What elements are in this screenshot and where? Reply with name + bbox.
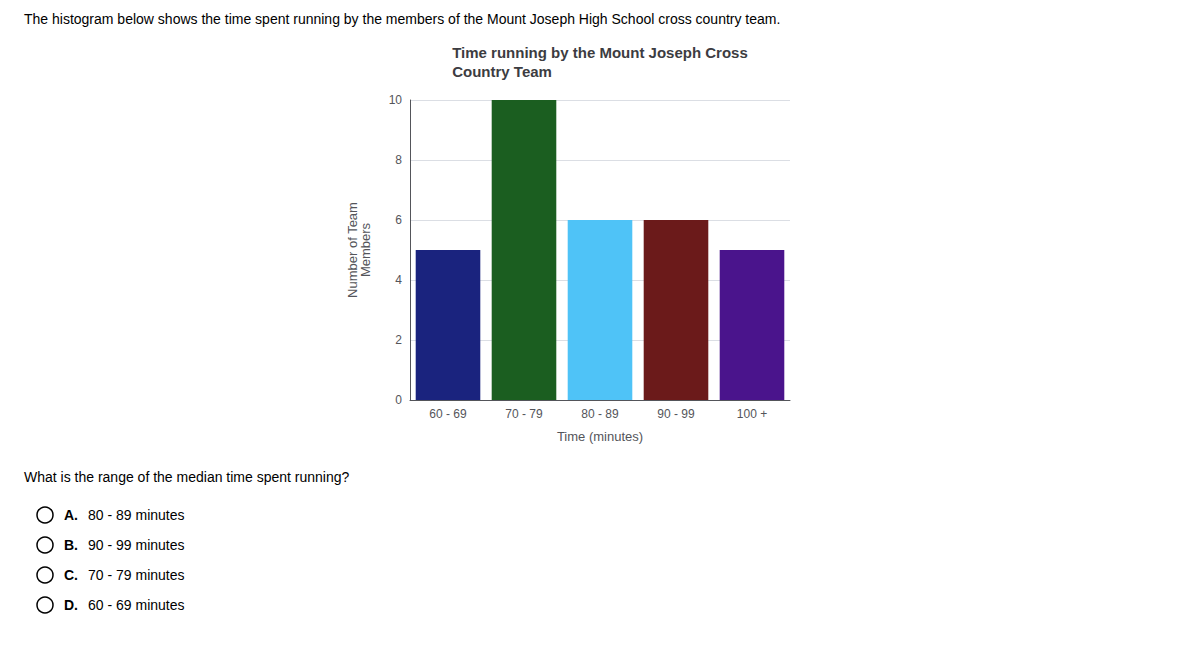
svg-text:100 +: 100 + (737, 407, 767, 421)
svg-text:What is the range of the media: What is the range of the median time spe… (24, 469, 350, 485)
svg-text:Members: Members (358, 222, 373, 277)
svg-text:The histogram below shows the: The histogram below shows the time spent… (24, 11, 780, 27)
svg-text:80 - 89 minutes: 80 - 89 minutes (88, 507, 185, 523)
svg-text:60 - 69 minutes: 60 - 69 minutes (88, 597, 185, 613)
svg-text:2: 2 (395, 333, 402, 347)
svg-text:8: 8 (395, 153, 402, 167)
svg-text:Number of Team: Number of Team (345, 202, 360, 298)
svg-text:A.: A. (64, 507, 78, 523)
svg-text:60 - 69: 60 - 69 (429, 407, 467, 421)
svg-text:80 - 89: 80 - 89 (581, 407, 619, 421)
svg-text:70 - 79: 70 - 79 (505, 407, 543, 421)
svg-text:4: 4 (395, 273, 402, 287)
svg-text:70 - 79 minutes: 70 - 79 minutes (88, 567, 185, 583)
svg-text:0: 0 (395, 393, 402, 407)
svg-text:C.: C. (64, 567, 78, 583)
svg-text:10: 10 (389, 93, 403, 107)
svg-text:D.: D. (64, 597, 78, 613)
svg-text:Time (minutes): Time (minutes) (557, 429, 643, 444)
svg-text:Time running by the Mount Jose: Time running by the Mount Joseph Cross (452, 44, 748, 61)
svg-text:Country Team: Country Team (452, 63, 552, 80)
svg-text:B.: B. (64, 537, 78, 553)
svg-text:90 - 99: 90 - 99 (657, 407, 695, 421)
svg-text:6: 6 (395, 213, 402, 227)
svg-text:90 - 99 minutes: 90 - 99 minutes (88, 537, 185, 553)
